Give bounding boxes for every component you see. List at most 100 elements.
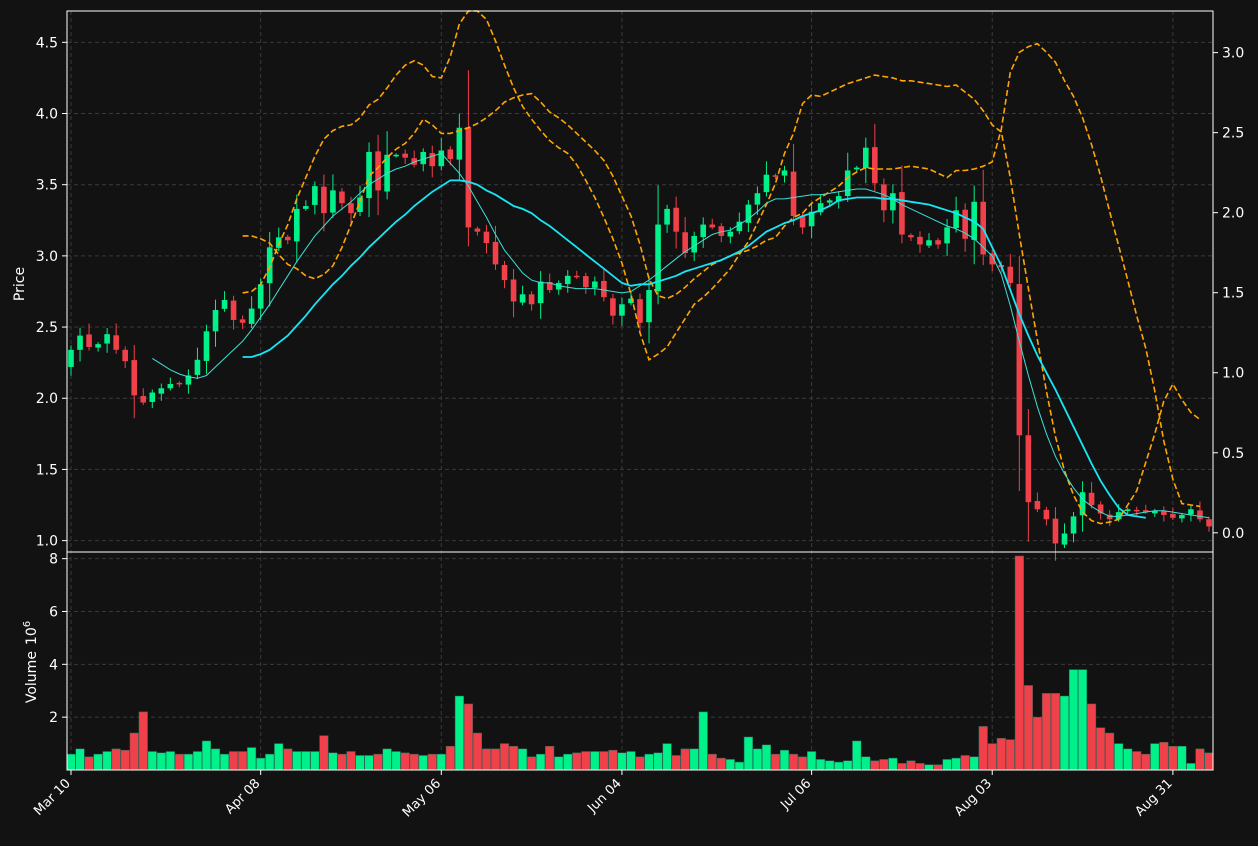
volume-bar (653, 752, 663, 771)
candle-body (68, 349, 74, 367)
volume-bar (319, 735, 329, 771)
candle-body (176, 382, 183, 385)
volume-bar (382, 748, 392, 771)
candle-body (501, 264, 508, 281)
candle-body (1043, 509, 1050, 520)
candle-body (772, 175, 779, 177)
volume-bar (807, 751, 817, 771)
volume-bar (301, 751, 311, 771)
candle-body (330, 190, 336, 213)
volume-bar (707, 753, 717, 771)
volume-bar (969, 756, 979, 771)
volume-bar (454, 695, 464, 771)
candle-body (664, 208, 670, 225)
candle-body (826, 200, 833, 203)
volume-bar (1150, 743, 1160, 771)
volume-bar (201, 740, 212, 771)
candle-body (1115, 512, 1122, 520)
volume-bar (798, 756, 808, 771)
price-axis-label: Price (12, 267, 28, 301)
candle-body (1106, 514, 1113, 520)
indicator-lines (152, 10, 1210, 525)
candle-body (637, 299, 643, 323)
volume-bar (93, 753, 103, 771)
volume-bar (599, 751, 609, 771)
candle-body (899, 192, 905, 235)
candle-body (1088, 492, 1095, 506)
volume-bar (545, 745, 555, 771)
candle-body (619, 304, 625, 316)
candle-body (682, 232, 688, 254)
candle-body (646, 290, 652, 323)
candle-body (673, 207, 679, 232)
volume-bar (472, 732, 482, 771)
candle-body (86, 334, 92, 347)
volume-bar (1050, 693, 1061, 771)
volume-bar (328, 752, 338, 771)
volume-bar (192, 751, 202, 771)
candle-body (754, 193, 761, 205)
candle-body (483, 231, 490, 244)
volume-bar (1159, 742, 1169, 771)
candle-body (185, 375, 192, 385)
volume-bar (1114, 743, 1124, 771)
volume-bar (1204, 752, 1214, 771)
candle-body (167, 384, 174, 389)
volume-bar (391, 751, 401, 771)
volume-bar (870, 760, 880, 771)
candle-body (700, 224, 707, 238)
candle-body (312, 186, 318, 205)
volume-bar (1186, 763, 1196, 771)
candle-body (203, 331, 210, 361)
volume-bar (897, 763, 907, 771)
right-tick-label: 1.5 (1222, 286, 1244, 302)
candle-body (727, 231, 734, 237)
candle-body (212, 309, 219, 332)
volume-bar (716, 757, 726, 771)
volume-bar (174, 753, 184, 771)
candle-body (122, 349, 128, 362)
price-tick-label: 1.5 (36, 462, 58, 478)
candle-body (601, 280, 607, 298)
candle-body (158, 388, 165, 394)
candle-body (917, 236, 923, 245)
volume-bar (463, 703, 473, 771)
volume-bar (978, 726, 988, 771)
volume-bar (689, 748, 699, 771)
volume-bar (156, 752, 166, 771)
right-tick-label: 0.5 (1222, 446, 1244, 462)
candle-body (835, 196, 842, 202)
candle-body (447, 149, 454, 160)
candle-body (357, 197, 363, 213)
price-tick-label: 2.0 (36, 391, 58, 407)
volume-bar (1023, 685, 1033, 771)
volume-bar (355, 755, 365, 771)
volume-bar (788, 753, 799, 771)
candle-body (1179, 514, 1185, 519)
volume-bar (1168, 745, 1178, 771)
volume-bar (1041, 693, 1051, 771)
volume-bar (427, 753, 437, 771)
volume-bar (779, 749, 790, 771)
volume-bar (283, 748, 293, 771)
volume-tick-label: 2 (49, 710, 58, 726)
volume-bar (572, 752, 582, 771)
candle-body (944, 227, 950, 244)
right-tick-label: 2.5 (1222, 126, 1244, 142)
volume-bar (346, 751, 356, 771)
volume-bar (1014, 555, 1024, 771)
right-tick-label: 1.0 (1222, 366, 1244, 382)
candle-body (339, 191, 345, 204)
volume-bar (310, 751, 320, 771)
candle-body (628, 298, 634, 304)
volume-bar (247, 747, 257, 771)
candle-body (348, 203, 354, 214)
candle-body (429, 153, 436, 167)
volume-axis-exponent: 6 (22, 621, 33, 627)
volume-bar (816, 759, 826, 771)
candle-body (465, 127, 472, 228)
volume-bar (418, 755, 428, 771)
candle-body (293, 208, 300, 242)
candle-body (140, 395, 147, 403)
